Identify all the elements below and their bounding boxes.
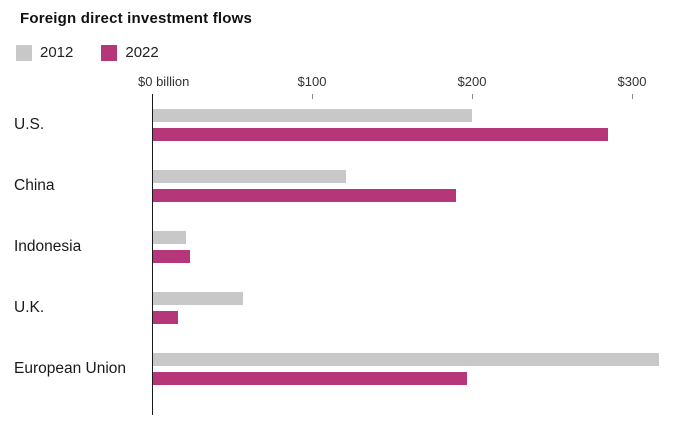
category-label-indonesia: Indonesia: [14, 237, 82, 255]
x-tick-mark-300: [632, 94, 633, 99]
bar-2022-china: [152, 188, 456, 202]
bar-2012-european-union: [152, 352, 660, 366]
legend-label-2022: 2022: [125, 44, 159, 61]
bars-u-s: [152, 108, 680, 141]
bars-china: [152, 169, 680, 202]
x-tick-label-200: $200: [457, 74, 487, 89]
bar-2022-indonesia: [152, 249, 191, 263]
legend-item-2012: 2012: [16, 44, 73, 61]
x-axis: $0 billion $100 $200 $300: [138, 74, 680, 91]
chart-title: Foreign direct investment flows: [20, 10, 253, 27]
bars-u-k: [152, 291, 680, 324]
x-tick-label-0: $0 billion: [138, 74, 190, 89]
bar-group-u-s: U.S.: [0, 94, 680, 155]
legend-label-2012: 2012: [40, 44, 74, 61]
x-tick-label-100: $100: [297, 74, 327, 89]
bars-indonesia: [152, 230, 680, 263]
bar-group-indonesia: Indonesia: [0, 216, 680, 277]
bars-european-union: [152, 352, 680, 385]
legend-item-2022: 2022: [101, 44, 159, 61]
bar-group-european-union: European Union: [0, 338, 680, 399]
x-tick-label-300: $300: [617, 74, 647, 89]
category-label-european-union: European Union: [14, 359, 127, 377]
legend-swatch-2022: [101, 44, 118, 61]
y-axis-line: [152, 94, 153, 415]
bar-2012-u-s: [152, 108, 472, 122]
bar-2022-u-s: [152, 127, 608, 141]
bar-group-china: China: [0, 155, 680, 216]
bar-2012-indonesia: [152, 230, 186, 244]
bar-2012-china: [152, 169, 346, 183]
x-tick-mark-200: [472, 94, 473, 99]
bar-2022-u-k: [152, 310, 178, 324]
category-label-u-s: U.S.: [14, 115, 45, 133]
bar-2022-european-union: [152, 371, 468, 385]
legend: 2012 2022: [0, 27, 680, 61]
x-tick-mark-100: [312, 94, 313, 99]
category-label-china: China: [14, 176, 55, 194]
bar-group-u-k: U.K.: [0, 277, 680, 338]
legend-swatch-2012: [16, 44, 32, 61]
plot-area: U.S. China Indonesia U.K. European Union: [0, 94, 680, 415]
bar-2012-u-k: [152, 291, 244, 305]
category-label-u-k: U.K.: [14, 298, 45, 316]
